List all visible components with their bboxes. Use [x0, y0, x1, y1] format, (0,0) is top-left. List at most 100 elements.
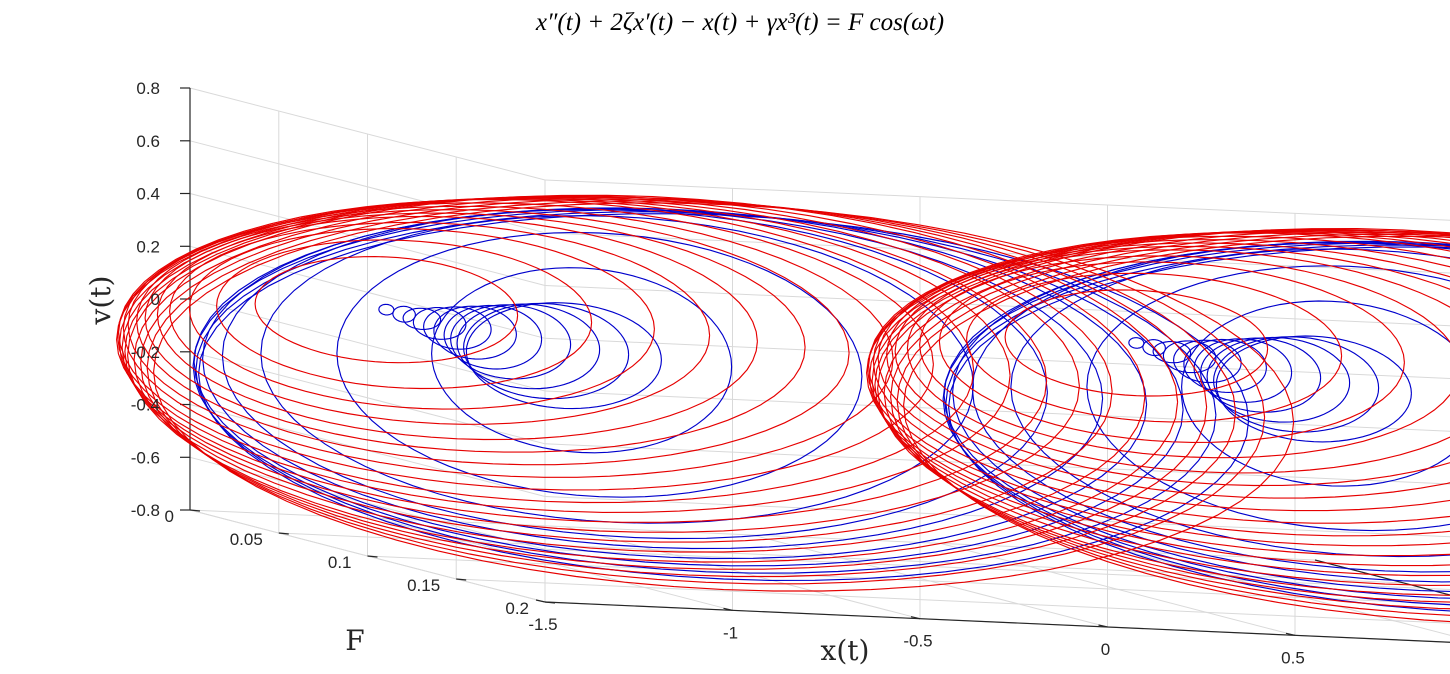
orbit-curve	[412, 307, 467, 340]
orbit-curve	[140, 198, 1237, 578]
orbit-curve	[465, 302, 662, 410]
axes	[180, 87, 1450, 643]
orbit-curve	[254, 256, 519, 364]
tick-labels: -0.8 -0.6 -0.4 -0.2 0 0.2 0.4 0.6 0.8 -1.5 -1 -0.5 0…	[131, 79, 1305, 667]
orbit-curve	[443, 304, 543, 370]
orbit-curves	[116, 194, 1450, 623]
orbit-curve	[945, 244, 1450, 606]
orbit-curve	[903, 235, 1450, 623]
orbit-curve	[868, 230, 1450, 567]
orbit-curve	[195, 211, 1217, 574]
y-tick-mark	[189, 509, 201, 512]
orbit-curve	[966, 272, 1343, 423]
orbit-curve	[117, 198, 1011, 513]
orbit-curve	[127, 205, 894, 478]
orbit-curve	[896, 233, 1450, 616]
orbit-curve	[938, 261, 1405, 443]
orbit-curve	[378, 303, 395, 316]
z-tick-label: 0.6	[136, 132, 160, 151]
grid-line	[456, 578, 1450, 624]
grid-line	[367, 555, 1450, 605]
orbit-curve	[1128, 337, 1145, 349]
orbit-curve	[952, 241, 1450, 583]
orbit-curve	[198, 213, 1250, 581]
orbit-curve	[883, 230, 1450, 603]
orbit-curve	[188, 228, 655, 410]
orbit-curve	[1215, 335, 1412, 443]
x-tick-label: -1.5	[528, 615, 557, 634]
z-tick-label: -0.8	[131, 501, 160, 520]
y-tick-label: 0	[165, 507, 174, 526]
x-tick-mark	[1285, 632, 1296, 636]
y-tick-label: 0.2	[505, 599, 529, 618]
orbit-curve	[392, 305, 416, 323]
orbit-curve	[431, 267, 733, 454]
orbit-curve	[894, 245, 1450, 487]
x-tick-mark	[723, 607, 733, 611]
orbit-curve	[1200, 337, 1322, 413]
y-axis-label: F	[345, 624, 364, 657]
orbit-curve	[877, 228, 1450, 596]
grid-line	[278, 532, 1404, 584]
orbit-curve	[122, 202, 934, 491]
z-tick-label: -0.6	[131, 448, 160, 467]
grid-line	[544, 601, 1450, 643]
orbit-curve	[877, 239, 1450, 512]
orbit-curve	[919, 255, 1450, 459]
orbit-curve	[948, 246, 1450, 612]
orbit-curve	[402, 307, 442, 330]
grid-line	[544, 285, 1450, 327]
orbit-curve	[463, 302, 630, 400]
orbit-curve	[116, 197, 1048, 523]
orbit-curve	[216, 239, 593, 390]
grid-line	[544, 601, 1450, 643]
x-tick-mark	[910, 616, 921, 620]
orbit-curve	[942, 242, 1450, 599]
orbit-curve	[871, 229, 1450, 577]
orbit-curve	[890, 231, 1450, 610]
orbit-curve	[1206, 336, 1351, 423]
z-tick-label: -0.4	[131, 396, 160, 415]
orbit-curve	[153, 202, 1295, 592]
orbit-curve	[866, 230, 1450, 557]
orbit-curve	[1010, 248, 1450, 558]
orbit-curve	[450, 304, 572, 380]
orbit-curve	[118, 196, 1080, 533]
orbit-curve	[886, 242, 1450, 499]
orbit-curve	[872, 235, 1450, 524]
x-tick-label: 0.5	[1281, 648, 1305, 667]
y-axis-line	[1314, 559, 1450, 596]
orbit-curve	[1086, 265, 1450, 532]
orbit-curve	[133, 196, 1208, 570]
orbit-curve	[260, 215, 974, 524]
z-tick-label: 0.4	[136, 185, 160, 204]
y-tick-mark	[278, 532, 289, 535]
orbit-curve	[906, 249, 1450, 474]
z-axis-label: v(t)	[84, 276, 117, 326]
orbit-curve	[146, 200, 1266, 585]
orbit-curve	[192, 209, 1184, 567]
z-tick-label: 0.8	[136, 79, 160, 98]
orbit-curve	[127, 194, 1179, 563]
orbit-curve	[144, 212, 806, 453]
orbit-curve	[1213, 336, 1380, 433]
orbit-curve	[1152, 341, 1192, 364]
x-tick-label: -1	[723, 623, 738, 642]
z-tick-label: -0.2	[131, 343, 160, 362]
grid-lines	[189, 87, 1450, 643]
z-tick-label: 0.2	[136, 237, 160, 256]
y-tick-mark	[456, 578, 467, 581]
chart-title: x″(t) + 2ζx′(t) − x(t) + γx³(t) = F cos(…	[535, 9, 944, 36]
orbit-curve	[336, 231, 863, 498]
orbit-curve	[136, 209, 850, 466]
y-tick-label: 0.1	[328, 553, 352, 572]
orbit-curve	[124, 195, 1146, 553]
orbit-curve	[1004, 289, 1269, 397]
x-axis-line	[544, 601, 1450, 643]
x-tick-mark	[1098, 624, 1108, 628]
x-tick-label: 0	[1101, 640, 1110, 659]
y-tick-label: 0.05	[230, 530, 263, 549]
z-tick-label: 0	[151, 290, 160, 309]
orbit-curve	[1162, 340, 1217, 374]
